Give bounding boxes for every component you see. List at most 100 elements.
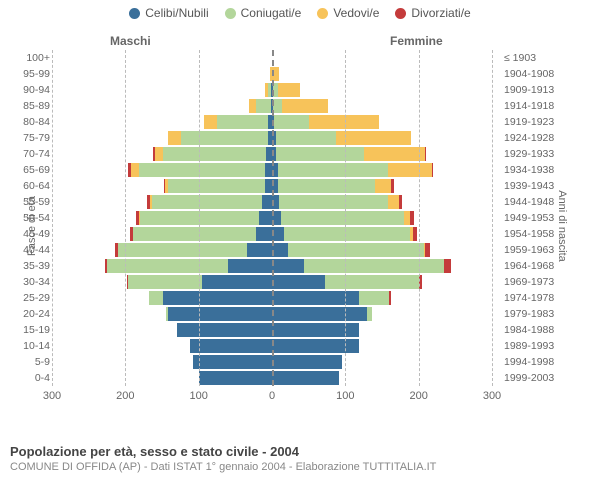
- birth-label: 1919-1923: [504, 116, 600, 128]
- plot-area: 100+≤ 190395-991904-190890-941909-191385…: [52, 50, 492, 410]
- bar-segment: [155, 147, 164, 161]
- male-bar: [265, 83, 272, 97]
- age-label: 95-99: [2, 68, 50, 80]
- age-label: 20-24: [2, 308, 50, 320]
- male-bar: [166, 307, 272, 321]
- bar-segment: [128, 275, 201, 289]
- female-bar: [272, 99, 328, 113]
- bar-segment: [278, 163, 388, 177]
- x-tick: 200: [116, 390, 134, 402]
- age-label: 25-29: [2, 292, 50, 304]
- bar-segment: [249, 99, 256, 113]
- center-line: [272, 50, 274, 386]
- bar-segment: [259, 211, 272, 225]
- legend-label: Celibi/Nubili: [145, 6, 208, 20]
- bar-segment: [278, 179, 375, 193]
- legend: Celibi/Nubili Coniugati/e Vedovi/e Divorzia…: [0, 0, 600, 20]
- age-label: 45-49: [2, 228, 50, 240]
- bar-segment: [272, 275, 325, 289]
- bar-segment: [247, 243, 272, 257]
- male-bar: [190, 339, 272, 353]
- bar-segment: [131, 163, 138, 177]
- gridline: [492, 50, 493, 386]
- male-bar: [249, 99, 272, 113]
- bar-segment: [432, 163, 433, 177]
- male-bar: [153, 147, 272, 161]
- bar-segment: [282, 99, 327, 113]
- gridline: [199, 50, 200, 386]
- bar-segment: [273, 99, 282, 113]
- female-bar: [272, 115, 379, 129]
- bar-segment: [391, 179, 394, 193]
- birth-label: 1999-2003: [504, 372, 600, 384]
- x-tick: 100: [336, 390, 354, 402]
- legend-dot: [225, 8, 236, 19]
- bar-segment: [265, 163, 272, 177]
- bar-segment: [410, 211, 414, 225]
- age-label: 80-84: [2, 116, 50, 128]
- age-label: 65-69: [2, 164, 50, 176]
- age-label: 35-39: [2, 260, 50, 272]
- population-pyramid: Maschi Femmine Fasce di età Anni di nasc…: [0, 20, 600, 440]
- bar-segment: [118, 243, 247, 257]
- bar-segment: [168, 307, 272, 321]
- age-label: 10-14: [2, 340, 50, 352]
- female-bar: [272, 83, 300, 97]
- bar-segment: [168, 131, 181, 145]
- bar-segment: [272, 371, 339, 385]
- age-label: 5-9: [2, 356, 50, 368]
- birth-label: 1969-1973: [504, 276, 600, 288]
- female-bar: [272, 291, 391, 305]
- bar-segment: [413, 227, 417, 241]
- birth-label: 1949-1953: [504, 212, 600, 224]
- legend-item: Coniugati/e: [225, 6, 302, 20]
- female-bar: [272, 275, 422, 289]
- age-label: 0-4: [2, 372, 50, 384]
- female-bar: [272, 211, 414, 225]
- bar-segment: [276, 131, 336, 145]
- legend-item: Vedovi/e: [317, 6, 379, 20]
- bar-segment: [256, 99, 271, 113]
- female-bar: [272, 147, 426, 161]
- male-bar: [199, 371, 272, 385]
- male-bar: [193, 355, 272, 369]
- bar-segment: [272, 243, 288, 257]
- male-bar: [147, 195, 272, 209]
- bar-segment: [336, 131, 411, 145]
- x-tick: 300: [43, 390, 61, 402]
- bar-segment: [265, 179, 272, 193]
- female-bar: [272, 163, 433, 177]
- bar-segment: [364, 147, 424, 161]
- bar-segment: [444, 259, 451, 273]
- gridline: [52, 50, 53, 386]
- male-bar: [168, 131, 272, 145]
- bar-segment: [325, 275, 419, 289]
- bar-segment: [399, 195, 402, 209]
- gridline: [419, 50, 420, 386]
- x-tick: 0: [269, 390, 275, 402]
- bar-segment: [202, 275, 272, 289]
- birth-label: 1914-1918: [504, 100, 600, 112]
- bar-segment: [163, 147, 266, 161]
- female-bar: [272, 307, 372, 321]
- birth-label: 1939-1943: [504, 180, 600, 192]
- bar-segment: [279, 195, 388, 209]
- bar-segment: [278, 83, 300, 97]
- female-label: Femmine: [390, 34, 443, 48]
- birth-label: 1904-1908: [504, 68, 600, 80]
- gridline: [345, 50, 346, 386]
- female-bar: [272, 195, 402, 209]
- bar-segment: [425, 147, 426, 161]
- age-label: 40-44: [2, 244, 50, 256]
- legend-label: Divorziati/e: [411, 6, 470, 20]
- female-bar: [272, 243, 430, 257]
- legend-dot: [317, 8, 328, 19]
- bar-segment: [177, 323, 272, 337]
- age-label: 30-34: [2, 276, 50, 288]
- bar-segment: [262, 195, 272, 209]
- birth-label: ≤ 1903: [504, 52, 600, 64]
- male-bar: [128, 163, 272, 177]
- bar-segment: [375, 179, 391, 193]
- legend-label: Coniugati/e: [241, 6, 302, 20]
- male-bar: [130, 227, 272, 241]
